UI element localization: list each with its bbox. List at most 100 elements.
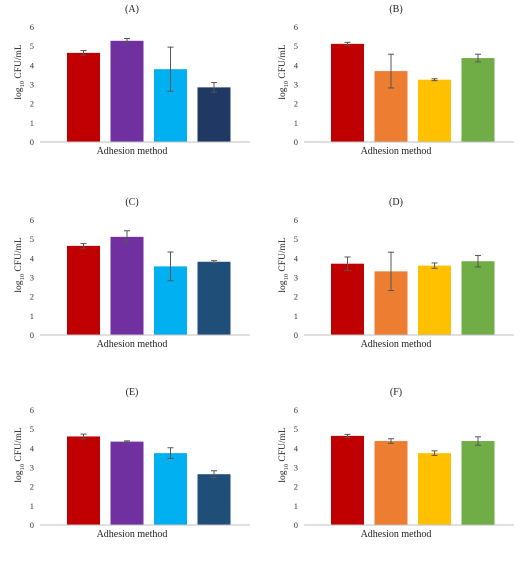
bar [67, 436, 100, 525]
chart-svg: 0 1 2 3 4 5 6 [30, 405, 250, 530]
panel-title: (C) [125, 197, 139, 208]
y-tick-label: 5 [30, 424, 34, 434]
error-bar [388, 53, 394, 89]
error-bar [211, 82, 217, 93]
y-tick-label: 3 [30, 463, 34, 473]
y-tick-label: 2 [30, 99, 34, 109]
y-tick-label: 6 [30, 22, 34, 32]
y-tick-label: 0 [30, 330, 34, 340]
bar [110, 40, 144, 142]
error-bar [344, 256, 351, 271]
panel-title: (A) [125, 4, 139, 15]
error-bar [475, 53, 481, 63]
y-tick-label: 2 [30, 482, 34, 492]
y-tick-label: 5 [294, 424, 298, 434]
panel-title: (E) [125, 387, 139, 398]
x-axis-label: Adhesion method [96, 339, 168, 350]
y-tick-label: 5 [294, 234, 298, 244]
y-tick-label: 3 [294, 463, 298, 473]
error-bar [344, 41, 351, 46]
y-tick-label: 0 [30, 137, 34, 147]
chart-svg: 0 1 2 3 4 5 6 [294, 405, 514, 530]
bar [110, 236, 144, 335]
y-tick-label: 1 [294, 311, 298, 321]
bar [110, 441, 144, 525]
x-axis-label: Adhesion method [96, 146, 168, 157]
x-axis-label: Adhesion method [360, 339, 432, 350]
error-bar [124, 230, 130, 244]
y-tick-label: 1 [30, 118, 34, 128]
y-tick-label: 4 [30, 60, 35, 70]
x-axis-label: Adhesion method [360, 146, 432, 157]
error-bar [344, 433, 351, 438]
error-bar [167, 46, 174, 92]
error-bar [124, 440, 130, 443]
error-bar [80, 243, 87, 249]
y-tick-label: 4 [294, 253, 299, 263]
y-tick-label: 3 [294, 273, 298, 283]
y-tick-label: 3 [30, 273, 34, 283]
y-tick-label: 6 [294, 22, 298, 32]
error-bar [475, 254, 481, 268]
bar [461, 441, 495, 525]
y-tick-label: 5 [294, 41, 298, 51]
panel-title: (D) [389, 197, 403, 208]
error-bar [80, 50, 87, 56]
y-tick-label: 6 [30, 405, 34, 415]
y-tick-label: 0 [30, 520, 34, 530]
error-bar [167, 447, 174, 459]
bar [331, 43, 364, 142]
y-tick-label: 4 [30, 253, 35, 263]
bar [67, 52, 100, 142]
error-bar [211, 470, 217, 479]
bar [461, 58, 495, 142]
bar [331, 435, 364, 525]
y-tick-label: 1 [294, 501, 298, 511]
y-tick-label: 1 [30, 311, 34, 321]
error-bar [124, 38, 130, 44]
error-bar [475, 436, 481, 446]
y-tick-label: 4 [294, 443, 299, 453]
y-tick-label: 6 [30, 215, 34, 225]
chart-svg: 0 1 2 3 4 5 6 [294, 215, 514, 340]
error-bar [431, 262, 438, 269]
error-bar [388, 251, 394, 292]
y-tick-label: 2 [294, 482, 298, 492]
bar [67, 245, 100, 335]
y-tick-label: 6 [294, 405, 298, 415]
bar [374, 441, 408, 525]
error-bar [431, 78, 438, 82]
y-tick-label: 5 [30, 41, 34, 51]
error-bar [80, 433, 87, 440]
y-tick-label: 1 [30, 501, 34, 511]
error-bar [431, 450, 438, 456]
y-tick-label: 5 [30, 234, 34, 244]
chart-svg: 0 1 2 3 4 5 6 [30, 22, 250, 147]
bar [197, 474, 231, 525]
y-tick-label: 3 [30, 80, 34, 90]
error-bar [167, 251, 174, 282]
error-bar [388, 438, 394, 444]
bar [154, 453, 187, 525]
y-tick-label: 1 [294, 118, 298, 128]
chart-svg: 0 1 2 3 4 5 6 [30, 215, 250, 340]
bar [418, 79, 451, 142]
bar [197, 261, 231, 335]
y-tick-label: 0 [294, 330, 298, 340]
error-bar [211, 260, 217, 264]
bar [418, 265, 451, 335]
x-axis-label: Adhesion method [360, 529, 432, 540]
y-tick-label: 4 [30, 443, 35, 453]
y-tick-label: 2 [294, 292, 298, 302]
y-tick-label: 2 [30, 292, 34, 302]
x-axis-label: Adhesion method [96, 529, 168, 540]
y-tick-label: 6 [294, 215, 298, 225]
y-tick-label: 0 [294, 520, 298, 530]
